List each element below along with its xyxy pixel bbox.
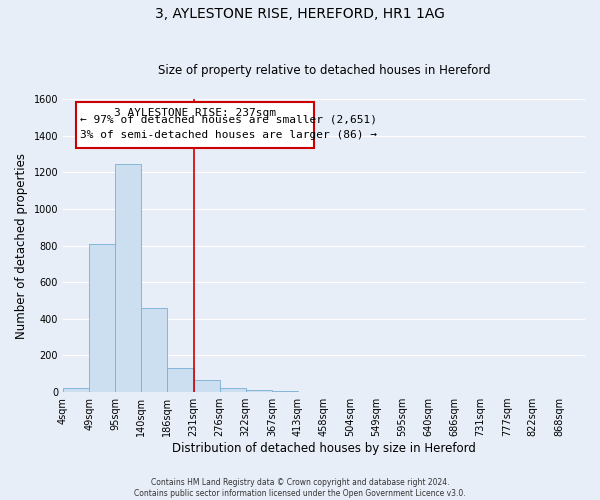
Bar: [167, 368, 194, 392]
Bar: [272, 391, 298, 392]
Bar: [246, 390, 272, 392]
Title: Size of property relative to detached houses in Hereford: Size of property relative to detached ho…: [158, 64, 490, 77]
Text: 3, AYLESTONE RISE, HEREFORD, HR1 1AG: 3, AYLESTONE RISE, HEREFORD, HR1 1AG: [155, 8, 445, 22]
Bar: [142, 308, 167, 392]
X-axis label: Distribution of detached houses by size in Hereford: Distribution of detached houses by size …: [172, 442, 476, 455]
Text: Contains HM Land Registry data © Crown copyright and database right 2024.
Contai: Contains HM Land Registry data © Crown c…: [134, 478, 466, 498]
Bar: [115, 164, 142, 392]
Bar: [194, 380, 220, 392]
Y-axis label: Number of detached properties: Number of detached properties: [15, 152, 28, 338]
Text: 3% of semi-detached houses are larger (86) →: 3% of semi-detached houses are larger (8…: [80, 130, 377, 140]
Bar: [89, 244, 115, 392]
Text: ← 97% of detached houses are smaller (2,651): ← 97% of detached houses are smaller (2,…: [80, 114, 377, 124]
Bar: [220, 388, 246, 392]
Bar: [63, 388, 89, 392]
FancyBboxPatch shape: [76, 102, 314, 148]
Text: 3 AYLESTONE RISE: 237sqm: 3 AYLESTONE RISE: 237sqm: [114, 108, 276, 118]
